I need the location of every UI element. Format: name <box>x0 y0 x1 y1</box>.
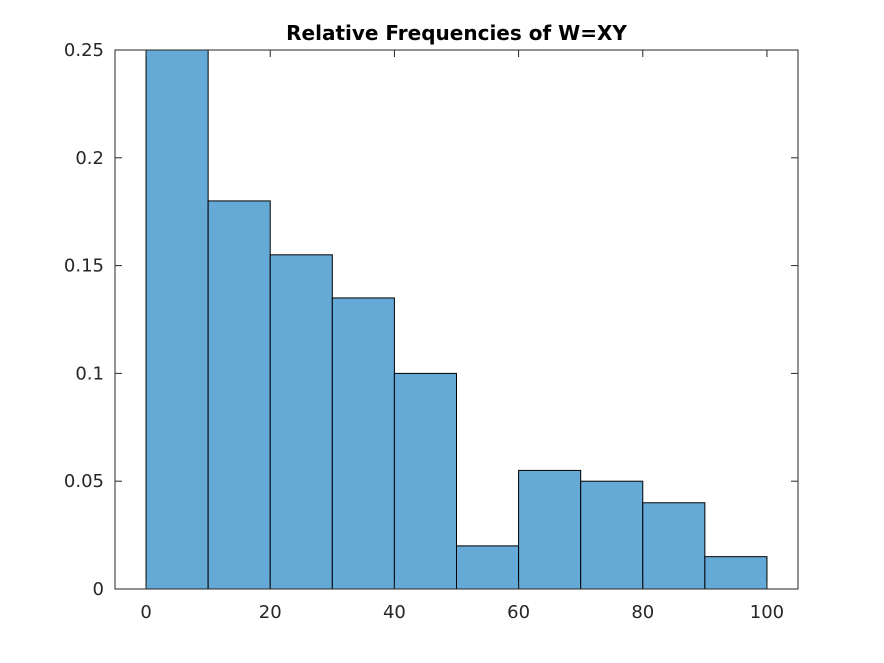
x-tick-label: 80 <box>631 602 654 623</box>
axes-box <box>114 49 799 590</box>
histogram-bar <box>145 49 209 590</box>
y-tick-label: 0.25 <box>64 40 104 61</box>
histogram-bar <box>518 469 582 590</box>
y-axis-ticks: 0 0.05 0.1 0.15 0.2 0.25 <box>64 40 798 600</box>
chart-title: Relative Frequencies of W=XY <box>286 21 627 45</box>
x-tick-label: 20 <box>259 602 282 623</box>
y-tick-label: 0 <box>93 579 104 600</box>
x-tick-label: 0 <box>140 602 151 623</box>
bars-group <box>145 49 768 590</box>
y-tick-label: 0.1 <box>75 363 104 384</box>
histogram-bar <box>456 545 520 590</box>
x-tick-label: 40 <box>383 602 406 623</box>
histogram-bar <box>704 556 768 590</box>
x-tick-label: 60 <box>507 602 530 623</box>
x-tick-label: 100 <box>750 602 784 623</box>
x-axis-ticks: 0 20 40 60 80 100 <box>140 50 784 623</box>
y-tick-label: 0.2 <box>75 148 104 169</box>
histogram-bar <box>642 502 706 590</box>
y-tick-label: 0.15 <box>64 256 104 277</box>
y-tick-label: 0.05 <box>64 471 104 492</box>
histogram-bar <box>331 297 395 590</box>
histogram-bar <box>393 372 457 590</box>
histogram-bar <box>207 200 271 590</box>
histogram-bar <box>269 254 333 590</box>
histogram-bar <box>580 480 644 590</box>
